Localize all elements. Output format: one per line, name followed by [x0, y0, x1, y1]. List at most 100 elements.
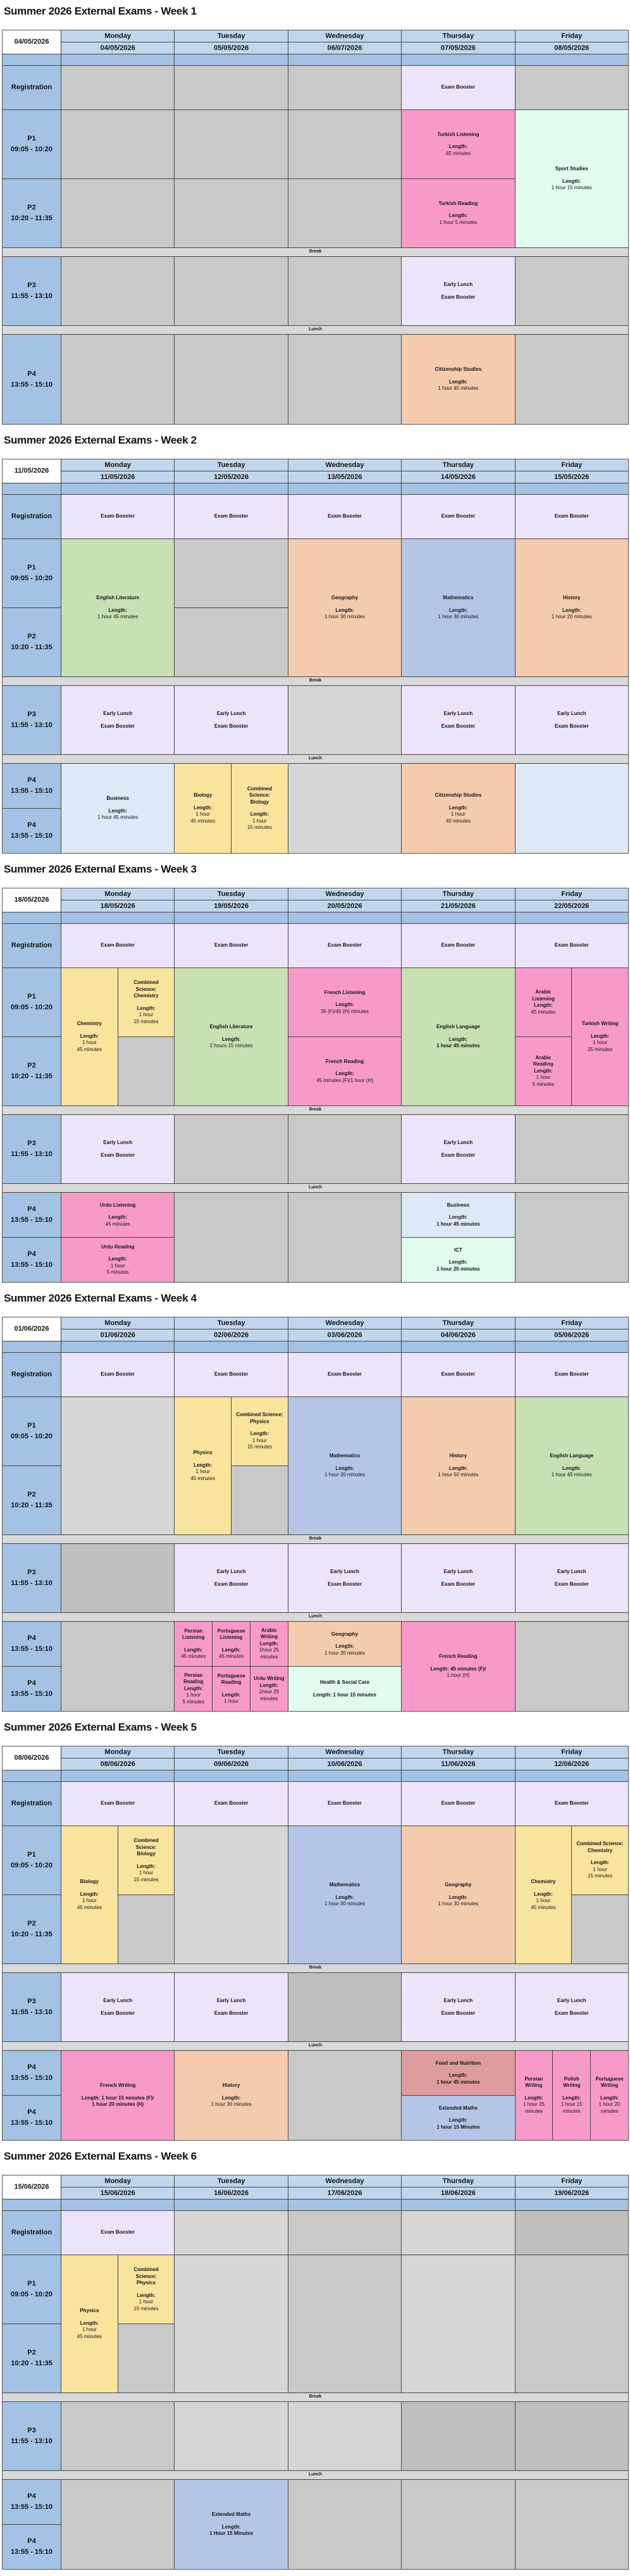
exam-slot[interactable]: Exam Booster [61, 1353, 175, 1397]
exam-slot[interactable]: Early Lunch Exam Booster [61, 686, 175, 754]
exam-slot[interactable]: Early Lunch Exam Booster [515, 1973, 628, 2041]
exam-slot[interactable]: Urdu Writing Length: 1hour 25 minutes [250, 1667, 288, 1711]
exam-slot[interactable]: Food and Nutrition Length: 1 hour 45 minut… [402, 2051, 515, 2095]
exam-slot[interactable]: Exam Booster [175, 924, 288, 968]
exam-slot[interactable]: Early Lunch Exam Booster [402, 1973, 515, 2041]
exam-duration: 45 minutes [190, 1475, 216, 1481]
exam-slot[interactable]: Mathematics Length: 1 hour 30 minutes [288, 1397, 402, 1534]
exam-slot[interactable]: Exam Booster [61, 924, 175, 968]
exam-slot[interactable]: Early Lunch Exam Booster [288, 1544, 402, 1612]
exam-slot[interactable]: Exam Booster [402, 495, 515, 538]
exam-slot[interactable]: Turkish Reading Length: 1 hour 5 minutes [402, 179, 515, 247]
exam-slot[interactable]: English Language Length: 1 hour 45 minutes [515, 1397, 628, 1534]
exam-slot[interactable]: Geography Length: 1 hour 30 minutes [288, 1622, 402, 1666]
exam-slot[interactable]: Exam Booster [175, 495, 288, 538]
exam-slot[interactable]: Early Lunch Exam Booster [175, 686, 288, 754]
exam-slot[interactable]: Health & Social Care Length: 1 hour 15 mi… [288, 1667, 402, 1711]
exam-slot[interactable]: Turkish Writing Length: 1 hour 25 minutes [572, 968, 628, 1105]
exam-slot[interactable]: Geography Length: 1 hour 30 minutes [288, 539, 402, 676]
exam-slot[interactable]: Combined Science: Chemistry Length: 1 hour 1… [572, 1826, 628, 1895]
exam-slot[interactable]: Exam Booster [402, 924, 515, 968]
exam-slot[interactable]: Early Lunch Exam Booster [402, 257, 515, 325]
exam-slot[interactable]: Arabic Reading Length: 1 hour 5 minutes [515, 1037, 572, 1105]
exam-slot[interactable]: Exam Booster [288, 1353, 402, 1397]
exam-slot[interactable]: Persian Listening Length: 45 minutes [175, 1622, 213, 1666]
exam-slot[interactable]: Exam Booster [288, 1782, 402, 1826]
exam-slot[interactable]: Exam Booster [402, 1353, 515, 1397]
blank-header-cell [175, 2200, 288, 2210]
exam-title: Early Lunch [443, 1569, 473, 1574]
exam-slot[interactable]: Urdu Reading Length: 1 hour 5 minutes [61, 1238, 175, 1282]
exam-slot[interactable]: Exam Booster [402, 1782, 515, 1826]
exam-slot[interactable]: Arabic Writing Length: 1hour 25 minutes [250, 1622, 288, 1666]
day-date: 21/05/2026 [402, 900, 515, 912]
exam-slot[interactable]: Early Lunch Exam Booster [61, 1973, 175, 2041]
exam-slot[interactable]: French Reading Length: 45 minutes (F)/1 ho… [288, 1037, 402, 1105]
exam-slot[interactable]: Physics Length: 1 hour 45 minutes [175, 1397, 232, 1534]
exam-slot[interactable]: History Length: 1 hour 30 minutes [175, 2051, 288, 2140]
day-date: 12/05/2026 [175, 471, 288, 483]
exam-slot[interactable]: Biology Length: 1 hour 45 minutes [175, 764, 232, 853]
exam-slot[interactable]: Exam Booster [288, 924, 402, 968]
exam-slot[interactable]: French Reading Length: 45 minutes (F)/1 h… [402, 1622, 515, 1711]
exam-slot[interactable]: Geography Length: 1 hour 30 minutes [402, 1826, 515, 1963]
exam-slot[interactable]: Polish Writing Length: 1 hour 15 minutes [553, 2051, 591, 2140]
exam-slot[interactable]: Biology Length: 1 hour 45 minutes [61, 1826, 118, 1963]
exam-slot[interactable]: Persian Writing Length: 1 hour 25 minutes [515, 2051, 553, 2140]
exam-slot[interactable]: Early Lunch Exam Booster [61, 1115, 175, 1183]
exam-slot[interactable]: Exam Booster [61, 2211, 175, 2255]
exam-slot[interactable]: Combined Science: Physics Length: 1 hour 15 … [232, 1397, 288, 1465]
exam-slot[interactable]: Portuguese Writing Length: 1 hour 20 minutes [591, 2051, 628, 2140]
exam-slot[interactable]: Early Lunch Exam Booster [515, 1544, 628, 1612]
exam-slot[interactable]: ICT Length: 1 hour 20 minutes [402, 1238, 515, 1282]
exam-slot[interactable]: Combined Science: Physics Length: 1 hour 15 m… [118, 2255, 175, 2324]
exam-slot[interactable]: French Listening Length: 35 (F)/45 (H) min… [288, 968, 402, 1036]
exam-slot[interactable]: Mathematics Length: 1 hour 30 minutes [288, 1826, 402, 1963]
exam-slot[interactable]: Citizenship Studies Length: 1 hour 45 minut… [402, 764, 515, 853]
exam-slot[interactable]: Chemistry Length: 1 hour 45 minutes [61, 968, 118, 1105]
exam-slot[interactable]: Exam Booster [175, 1353, 288, 1397]
exam-slot[interactable]: French Writing Length: 1 hour 15 minutes … [61, 2051, 175, 2140]
exam-slot[interactable]: Sport Studies Length: 1 hour 15 minutes [515, 110, 628, 247]
exam-slot[interactable]: Turkish Listening Length: 45 minutes [402, 110, 515, 178]
exam-slot[interactable]: History Length: 1 hour 50 minutes [402, 1397, 515, 1534]
exam-slot[interactable]: Physics Length: 1 hour 45 minutes [61, 2255, 118, 2392]
exam-slot[interactable]: Early Lunch Exam Booster [175, 1544, 288, 1612]
exam-duration: 1 hour [82, 2327, 97, 2332]
exam-slot[interactable]: Portuguese Listening Length: 45 minutes [213, 1622, 250, 1666]
exam-slot[interactable]: English Literature Length: 1 hour 45 minut… [61, 539, 175, 676]
exam-slot[interactable]: Early Lunch Exam Booster [402, 1544, 515, 1612]
exam-slot[interactable]: English Literature Length: 2 hours 15 minu… [175, 968, 288, 1105]
exam-slot[interactable]: Business Length: 1 hour 45 minutes [402, 1193, 515, 1237]
exam-slot[interactable]: Business Length: 1 hour 45 minutes [61, 764, 175, 853]
empty-slot [175, 66, 288, 109]
exam-slot[interactable]: Early Lunch Exam Booster [402, 686, 515, 754]
exam-slot[interactable]: Exam Booster [288, 495, 402, 538]
exam-slot[interactable]: Portuguese Reading Length: 1 hour [213, 1667, 250, 1711]
exam-slot[interactable]: Persian Reading Length: 1 hour 5 minutes [175, 1667, 213, 1711]
exam-slot[interactable]: Exam Booster [402, 66, 515, 109]
exam-slot[interactable]: Combined Science: Biology Length: 1 hour 15 m… [118, 1826, 175, 1895]
exam-slot[interactable]: Exam Booster [515, 1782, 628, 1826]
exam-slot[interactable]: Urdu Listening Length: 45 minutes [61, 1193, 175, 1237]
exam-slot[interactable]: Exam Booster [515, 1353, 628, 1397]
exam-slot[interactable]: Exam Booster [175, 1782, 288, 1826]
exam-slot[interactable]: Extended Maths Length: 1 Hour 15 Minutes [175, 2480, 288, 2569]
exam-slot[interactable]: Exam Booster [515, 924, 628, 968]
exam-slot[interactable]: Exam Booster [515, 495, 628, 538]
exam-duration: 1 hour 15 Minutes [436, 2124, 480, 2130]
exam-slot[interactable]: Arabic Listening Length: 45 minutes [515, 968, 572, 1036]
exam-slot[interactable]: Early Lunch Exam Booster [515, 686, 628, 754]
exam-slot[interactable]: Citizenship Studies Length: 1 hour 45 minu… [402, 335, 515, 424]
exam-slot[interactable]: History Length: 1 hour 20 minutes [515, 539, 628, 676]
exam-slot[interactable]: Early Lunch Exam Booster [402, 1115, 515, 1183]
exam-slot[interactable]: Extended Maths Length: 1 hour 15 Minutes [402, 2096, 515, 2140]
exam-slot[interactable]: Combined Science: Biology Length: 1 hour 15 m… [232, 764, 288, 853]
exam-slot[interactable]: English Language Length: 1 hour 45 minutes [402, 968, 515, 1105]
exam-slot[interactable]: Exam Booster [61, 1782, 175, 1826]
exam-slot[interactable]: Exam Booster [61, 495, 175, 538]
exam-slot[interactable]: Early Lunch Exam Booster [175, 1973, 288, 2041]
exam-slot[interactable]: Combined Science: Chemistry Length: 1 hour 15… [118, 968, 175, 1036]
exam-slot[interactable]: Chemistry Length: 1 hour 45 minutes [515, 1826, 572, 1963]
exam-slot[interactable]: Mathematics Length: 1 hour 30 minutes [402, 539, 515, 676]
